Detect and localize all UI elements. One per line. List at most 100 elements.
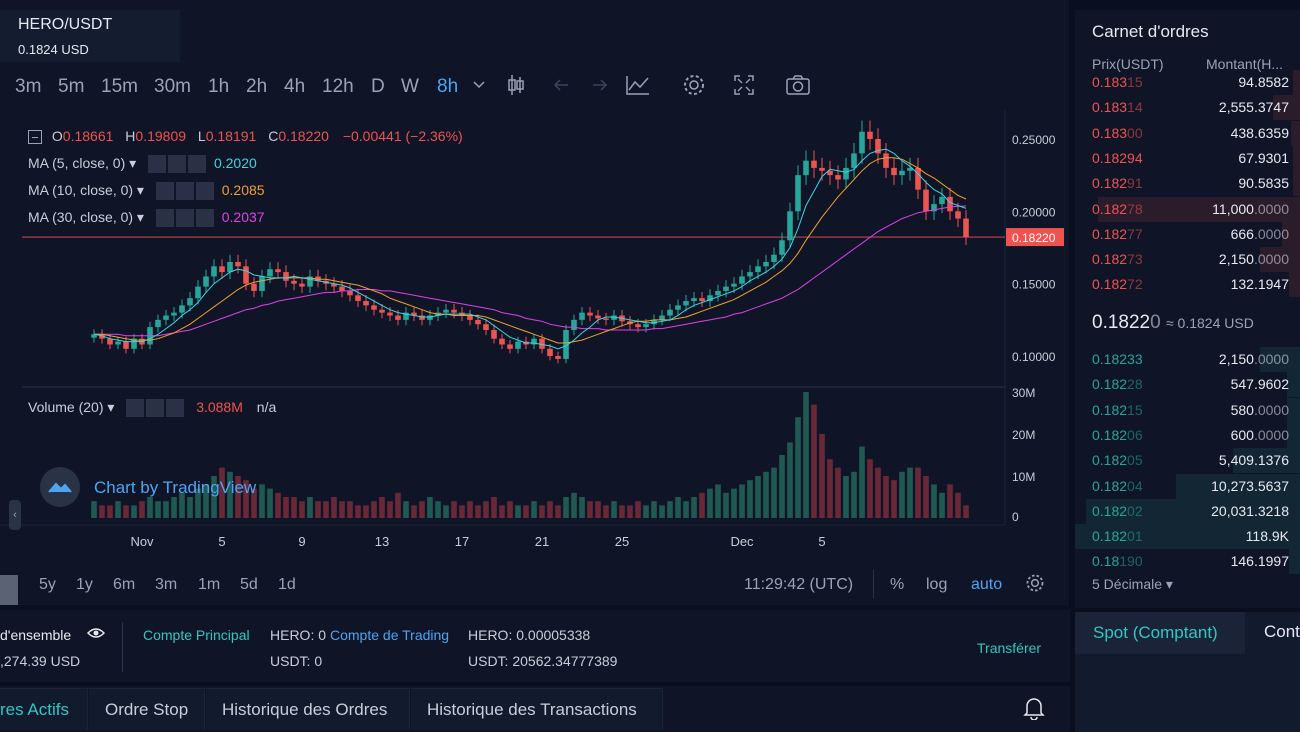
candle-body: [691, 298, 697, 302]
timeframe-2h[interactable]: 2h: [246, 76, 268, 97]
bid-row[interactable]: 0.18228 547.9602: [1075, 372, 1300, 398]
log-scale-button[interactable]: log: [926, 576, 948, 593]
ask-row[interactable]: 0.18294 67.9301: [1075, 145, 1300, 171]
decimal-selector[interactable]: 5 Décimale ▾: [1092, 576, 1173, 592]
eye-icon[interactable]: [86, 626, 106, 645]
bid-depth-bar: [1286, 372, 1300, 398]
timeframe-8h[interactable]: 8h: [437, 76, 459, 97]
candle-body: [195, 286, 201, 299]
chevron-left-icon[interactable]: ‹: [9, 500, 21, 530]
timeframe-5m[interactable]: 5m: [58, 76, 85, 97]
price-chart[interactable]: 0.25000 0.20000 0.15000 0.10000 0.18220 30M 20…: [0, 110, 1070, 570]
ask-amount: 67.9301: [1238, 149, 1289, 166]
ask-row[interactable]: 0.18277 666.0000: [1075, 221, 1300, 247]
range-1m[interactable]: 1m: [198, 576, 221, 593]
candle-body: [267, 269, 273, 277]
timeframe-d[interactable]: D: [371, 76, 385, 97]
collapse-icon[interactable]: [28, 130, 42, 145]
time-tick-label: 17: [455, 534, 469, 549]
ma30-line: [94, 205, 967, 337]
range-5d[interactable]: 5d: [240, 576, 258, 593]
timeframe-12h[interactable]: 12h: [322, 76, 354, 97]
ask-row[interactable]: 0.18273 2,150.0000: [1075, 247, 1300, 273]
tab-order-history[interactable]: Historique des Ordres: [206, 688, 410, 730]
transfer-button[interactable]: Transférer: [977, 640, 1042, 656]
main-account-link[interactable]: Compte Principal: [143, 627, 250, 643]
ma30-legend[interactable]: MA (30, close, 0) ▾ 0.2037: [28, 209, 265, 228]
bid-row[interactable]: 0.18202 20,031.3218: [1075, 498, 1300, 524]
tab-contract[interactable]: Cont: [1264, 622, 1300, 641]
bid-depth-bar: [1232, 448, 1300, 474]
volume-bar: [859, 446, 865, 518]
ma10-controls[interactable]: [155, 182, 214, 201]
ma10-legend[interactable]: MA (10, close, 0) ▾ 0.2085: [28, 182, 265, 201]
candle-body: [419, 315, 425, 320]
volume-bar: [635, 501, 641, 518]
bell-icon[interactable]: [1023, 696, 1045, 725]
tab-spot[interactable]: Spot (Comptant): [1075, 612, 1245, 654]
bid-row[interactable]: 0.18215 580.0000: [1075, 397, 1300, 423]
bid-row[interactable]: 0.18204 10,273.5637: [1075, 473, 1300, 499]
volume-legend[interactable]: Volume (20) ▾ 3.088M n/a: [28, 399, 276, 418]
pair-price: 0.1824 USD: [18, 42, 89, 57]
main-hero-balance: HERO: 0: [270, 627, 327, 643]
tab-active-orders[interactable]: res Actifs: [0, 688, 88, 730]
volume-bar: [899, 471, 905, 518]
timeframe-1h[interactable]: 1h: [208, 76, 230, 97]
timeframe-4h[interactable]: 4h: [284, 76, 306, 97]
timeframe-30m[interactable]: 30m: [154, 76, 191, 97]
range-3m[interactable]: 3m: [155, 576, 178, 593]
bid-row[interactable]: 0.18205 5,409.1376: [1075, 448, 1300, 474]
candles-icon[interactable]: [503, 72, 529, 98]
tradingview-logo-icon[interactable]: [40, 467, 80, 507]
candle-body: [955, 211, 961, 219]
ma30-controls[interactable]: [155, 209, 214, 228]
chart-settings-gear-icon[interactable]: [1025, 573, 1045, 598]
volume-bar: [243, 480, 249, 518]
bid-price: 0.18215: [1092, 401, 1143, 418]
ma5-legend[interactable]: MA (5, close, 0) ▾ 0.2020: [28, 155, 257, 174]
scroll-handle[interactable]: [0, 575, 18, 605]
ask-amount: 2,150.0000: [1218, 251, 1289, 268]
volume-bar: [195, 488, 201, 518]
volume-bar: [291, 497, 297, 518]
ask-row[interactable]: 0.18272 132.1947: [1075, 272, 1300, 298]
tab-stop-order[interactable]: Ordre Stop: [89, 688, 205, 730]
timeframe-w[interactable]: W: [401, 76, 419, 97]
redo-icon[interactable]: [585, 72, 611, 98]
percent-scale-button[interactable]: %: [890, 576, 905, 593]
bid-row[interactable]: 0.18190 146.1997: [1075, 549, 1300, 575]
range-6m[interactable]: 6m: [113, 576, 136, 593]
range-1y[interactable]: 1y: [76, 576, 93, 593]
ask-row[interactable]: 0.18278 11,000.0000: [1075, 196, 1300, 222]
undo-icon[interactable]: [550, 72, 576, 98]
bid-row[interactable]: 0.18206 600.0000: [1075, 422, 1300, 448]
volume-bar: [643, 505, 649, 518]
ask-row[interactable]: 0.18300 438.6359: [1075, 120, 1300, 146]
range-5y[interactable]: 5y: [39, 576, 56, 593]
volume-bar: [811, 404, 817, 518]
bid-row[interactable]: 0.18201 118.9K: [1075, 524, 1300, 550]
volume-bar: [491, 497, 497, 518]
trading-account-link[interactable]: Compte de Trading: [330, 627, 450, 643]
ask-row[interactable]: 0.18314 2,555.3747: [1075, 95, 1300, 121]
ask-row[interactable]: 0.18291 90.5835: [1075, 171, 1300, 197]
ask-row[interactable]: 0.18315 94.8582: [1075, 70, 1300, 95]
timeframe-3m[interactable]: 3m: [15, 76, 42, 97]
timeframe-15m[interactable]: 15m: [101, 76, 138, 97]
ma5-controls[interactable]: [148, 155, 207, 174]
tab-trade-history[interactable]: Historique des Transactions: [411, 688, 663, 730]
tradingview-watermark[interactable]: Chart by TradingView: [94, 478, 257, 497]
change-value: −0.00441 (−2.36%): [342, 128, 463, 144]
indicator-icon[interactable]: [625, 72, 651, 98]
gear-icon[interactable]: [681, 72, 707, 98]
auto-scale-button[interactable]: auto: [971, 576, 1003, 593]
pair-header: [0, 10, 180, 62]
camera-icon[interactable]: [785, 72, 811, 98]
chevron-down-icon[interactable]: [466, 72, 492, 98]
volume-value: 3.088M: [196, 399, 243, 415]
volume-controls[interactable]: [126, 399, 185, 418]
fullscreen-icon[interactable]: [731, 72, 757, 98]
range-1d[interactable]: 1d: [278, 576, 296, 593]
bid-row[interactable]: 0.18233 2,150.0000: [1075, 347, 1300, 372]
